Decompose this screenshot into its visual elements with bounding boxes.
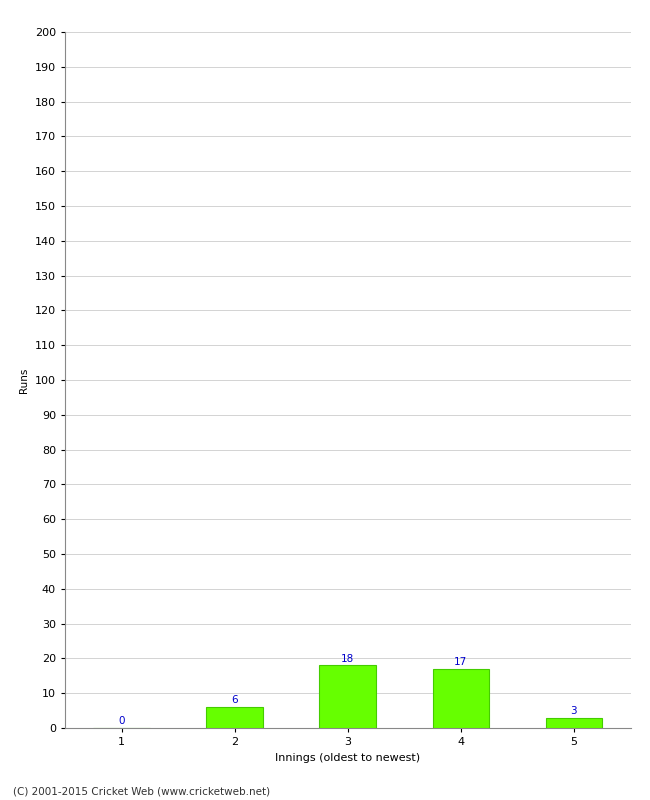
Bar	[433, 669, 489, 728]
Text: 0: 0	[118, 716, 125, 726]
Y-axis label: Runs: Runs	[20, 367, 29, 393]
Text: 3: 3	[571, 706, 577, 716]
Text: 18: 18	[341, 654, 354, 664]
Text: (C) 2001-2015 Cricket Web (www.cricketweb.net): (C) 2001-2015 Cricket Web (www.cricketwe…	[13, 786, 270, 796]
Bar	[546, 718, 602, 728]
X-axis label: Innings (oldest to newest): Innings (oldest to newest)	[275, 753, 421, 762]
Bar	[207, 707, 263, 728]
Text: 6: 6	[231, 695, 238, 706]
Bar	[320, 666, 376, 728]
Text: 17: 17	[454, 657, 467, 667]
